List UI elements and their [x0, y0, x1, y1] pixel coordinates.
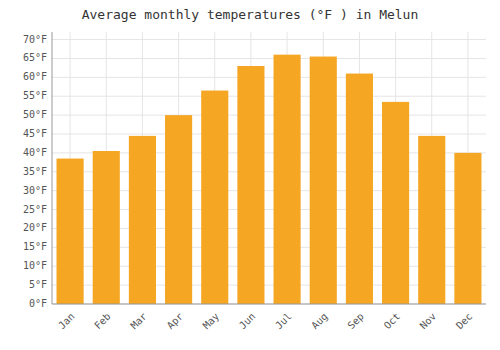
- y-tick-label: 0°F: [29, 298, 47, 309]
- x-axis-line: [52, 304, 486, 305]
- y-grid-line: [52, 115, 486, 116]
- bar: [93, 151, 120, 304]
- x-tick-label: Feb: [92, 311, 113, 332]
- y-tick-label: 55°F: [23, 90, 47, 101]
- x-tick-label: Jun: [237, 311, 258, 332]
- x-tick-label: Dec: [454, 311, 475, 332]
- x-tick-label: Sep: [345, 311, 366, 332]
- y-tick-label: 70°F: [23, 34, 47, 45]
- grid: [52, 32, 486, 304]
- bar: [129, 136, 156, 304]
- bar: [346, 74, 373, 304]
- bar: [57, 159, 84, 304]
- y-axis-line: [52, 32, 53, 304]
- y-grid-line: [52, 96, 486, 97]
- y-tick-label: 65°F: [23, 52, 47, 63]
- chart-title: Average monthly temperatures (°F ) in Me…: [82, 7, 419, 22]
- y-grid-line: [52, 134, 486, 135]
- x-tick-label: Oct: [382, 311, 403, 332]
- y-tick-label: 15°F: [23, 241, 47, 252]
- x-tick-label: Jan: [56, 311, 77, 332]
- x-tick-label: Aug: [309, 311, 330, 332]
- bar: [382, 102, 409, 304]
- x-tick-label: Nov: [418, 311, 439, 332]
- x-tick-label: Apr: [165, 311, 186, 332]
- y-grid-line: [52, 58, 486, 59]
- y-tick-label: 35°F: [23, 166, 47, 177]
- bar: [165, 115, 192, 304]
- x-tick-label: Jul: [273, 311, 294, 332]
- y-tick-label: 5°F: [29, 279, 47, 290]
- y-tick-label: 40°F: [23, 147, 47, 158]
- x-tick-label: May: [201, 311, 222, 332]
- bar: [237, 66, 264, 304]
- y-grid-line: [52, 77, 486, 78]
- chart-svg: 0°F 5°F 10°F 15°F 20°F 25°F 30°F 35°F 40°F 45°F 50…: [0, 0, 500, 350]
- y-tick-label: 50°F: [23, 109, 47, 120]
- bars: [57, 55, 482, 304]
- y-tick-label: 45°F: [23, 128, 47, 139]
- bar: [454, 153, 481, 304]
- bar: [418, 136, 445, 304]
- x-tick-label: Mar: [128, 311, 149, 332]
- y-tick-label: 30°F: [23, 185, 47, 196]
- bar: [201, 91, 228, 304]
- y-tick-label: 25°F: [23, 204, 47, 215]
- y-tick-label: 60°F: [23, 71, 47, 82]
- axes: 0°F 5°F 10°F 15°F 20°F 25°F 30°F 35°F 40°F 45°F 50…: [23, 32, 486, 331]
- bar: [274, 55, 301, 304]
- y-grid-line: [52, 304, 486, 305]
- y-tick-label: 10°F: [23, 260, 47, 271]
- bar: [310, 57, 337, 304]
- y-tick-label: 20°F: [23, 222, 47, 233]
- y-grid-line: [52, 39, 486, 40]
- chart-container: 0°F 5°F 10°F 15°F 20°F 25°F 30°F 35°F 40°F 45°F 50…: [0, 0, 500, 350]
